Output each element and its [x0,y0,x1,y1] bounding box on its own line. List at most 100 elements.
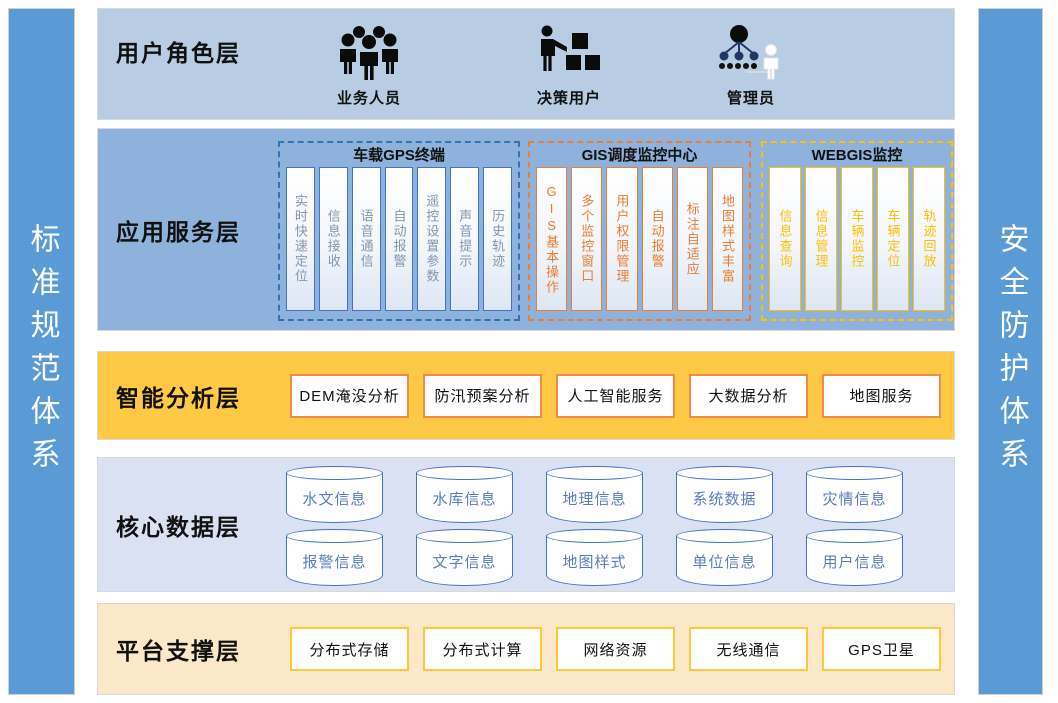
database-label: 系统数据 [692,491,757,508]
database-label: 文字信息 [432,554,497,571]
cylinder-top-ellipse [806,466,903,480]
platform-resources: 分布式存储 分布式计算 网络资源 无线通信 GPS卫星 [290,627,941,671]
database-cylinder: 单位信息 [676,529,773,586]
analysis-layer-label: 智能分析层 [116,384,241,411]
role-label: 管理员 [726,90,775,107]
database-cylinder: 报警信息 [286,529,383,586]
app-service-item-label: 历史轨迹 [490,209,506,269]
service-box: 分布式存储 [290,627,409,671]
database-label: 用户信息 [822,554,887,571]
app-service-item-label: 信息查询 [777,209,793,269]
role-label: 业务人员 [336,90,401,107]
cylinder-top-ellipse [416,529,513,543]
cylinder-body [416,536,513,586]
group-title: WEBGIS监控 [811,147,903,164]
app-service-item: 历史轨迹 [483,167,513,311]
app-service-item: 声音提示 [450,167,480,311]
app-service-item-label: 车辆定位 [885,209,901,269]
user-role-layer: 用户角色层 业务人员 [97,8,955,120]
database-cylinder: 用户信息 [806,529,903,586]
database-cylinder: 文字信息 [416,529,513,586]
database-cylinder: 水库信息 [416,466,513,523]
database-cylinder: 地理信息 [546,466,643,523]
cylinder-top-ellipse [546,529,643,543]
service-box: 分布式计算 [423,627,542,671]
database-label: 地图样式 [562,554,627,571]
group-vehicle-gps-terminal: 车载GPS终端 实时快速定位 信息接收 语音通信 自动报警 遥控设置参数 声音提… [278,141,520,321]
group-title: 车载GPS终端 [353,147,445,164]
app-service-item: 信息接收 [318,167,348,311]
admin-org-chart-icon [686,23,816,81]
service-box: 人工智能服务 [556,373,675,418]
analysis-services: DEM淹没分析 防汛预案分析 人工智能服务 大数据分析 地图服务 [290,373,941,418]
app-service-item: 用户权限管理 [606,167,638,311]
database-label: 水库信息 [432,491,497,508]
app-service-layer: 应用服务层 车载GPS终端 实时快速定位 信息接收 语音通信 自动报警 遥控设置… [97,128,955,331]
role-label: 决策用户 [536,90,601,107]
cylinder-top-ellipse [546,466,643,480]
database-grid: 水文信息 水库信息 地理信息 系统数据 灾情信息 报警信息 文字信息 地图样式 [286,466,906,586]
cylinder-body [416,473,513,523]
group-webgis-monitoring: WEBGIS监控 信息查询 信息管理 车辆监控 车辆定位 轨迹回放 [761,141,953,321]
database-label: 单位信息 [692,554,757,571]
app-service-item-label: 自动报警 [391,209,407,269]
app-service-item-label: 实时快速定位 [292,194,308,284]
security-system-bar: 安全防护体系 [978,8,1043,695]
database-cylinder: 水文信息 [286,466,383,523]
app-service-item-label: 地图样式丰富 [719,194,735,284]
security-system-label: 安全防护体系 [994,222,1028,481]
app-service-item: 语音通信 [351,167,381,311]
cylinder-top-ellipse [676,529,773,543]
app-service-item: 标注自适应 [676,167,708,311]
cylinder-body [546,473,643,523]
app-service-item-label: GIS基本操作 [544,183,560,295]
cylinder-top-ellipse [286,466,383,480]
app-service-item: 遥控设置参数 [417,167,447,311]
database-label: 灾情信息 [822,491,887,508]
cylinder-top-ellipse [286,529,383,543]
app-service-item: 信息查询 [769,167,801,311]
app-service-item-label: 自动报警 [649,209,665,269]
app-service-item-label: 多个监控窗口 [579,194,595,284]
app-service-item: 多个监控窗口 [571,167,603,311]
cylinder-top-ellipse [416,466,513,480]
app-service-item-label: 信息管理 [813,209,829,269]
core-data-layer: 核心数据层 水文信息 水库信息 地理信息 系统数据 灾情信息 报警信息 文字 [97,457,955,592]
database-cylinder: 灾情信息 [806,466,903,523]
cylinder-top-ellipse [806,529,903,543]
app-service-item-label: 信息接收 [325,209,341,269]
app-service-item-label: 声音提示 [457,209,473,269]
service-box: GPS卫星 [822,627,941,671]
group-items: 信息查询 信息管理 车辆监控 车辆定位 轨迹回放 [769,167,945,311]
app-service-layer-label: 应用服务层 [116,218,241,245]
app-service-item-label: 遥控设置参数 [424,194,440,284]
app-service-item-label: 标注自适应 [684,201,700,277]
app-service-item-label: 语音通信 [358,209,374,269]
group-gis-dispatch-center: GIS调度监控中心 GIS基本操作 多个监控窗口 用户权限管理 自动报警 标注自… [528,141,751,321]
cylinder-body [806,536,903,586]
group-items: GIS基本操作 多个监控窗口 用户权限管理 自动报警 标注自适应 地图样式丰富 [536,167,744,311]
app-service-item: 自动报警 [384,167,414,311]
platform-layer-label: 平台支撑层 [116,638,241,664]
service-box: 网络资源 [556,627,675,671]
cylinder-body [286,536,383,586]
business-staff-group-icon [304,23,434,81]
service-box: 大数据分析 [689,373,808,418]
cylinder-body [286,473,383,523]
cylinder-top-ellipse [676,466,773,480]
database-label: 地理信息 [562,491,627,508]
role-decision-user: 决策用户 [504,23,634,108]
app-service-item: 车辆监控 [841,167,873,311]
service-box: DEM淹没分析 [290,373,409,418]
cylinder-body [676,473,773,523]
service-box: 防汛预案分析 [423,373,542,418]
role-business-staff: 业务人员 [304,23,434,108]
database-cylinder: 系统数据 [676,466,773,523]
app-service-item-label: 用户权限管理 [614,194,630,284]
database-label: 水文信息 [302,491,367,508]
cylinder-body [806,473,903,523]
cylinder-body [546,536,643,586]
user-role-layer-label: 用户角色层 [116,40,241,66]
database-label: 报警信息 [302,554,367,571]
